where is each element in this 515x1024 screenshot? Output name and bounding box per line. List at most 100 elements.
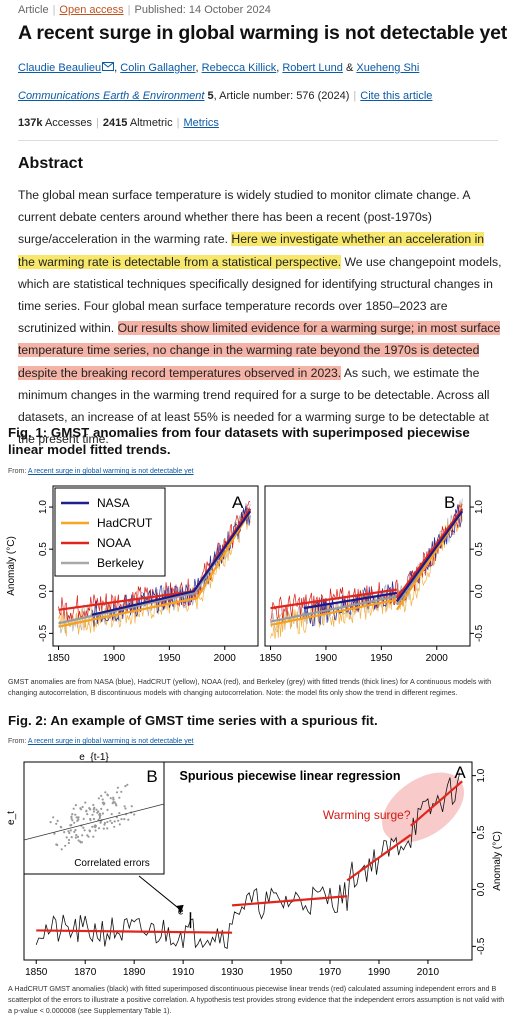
fig2-inset-point (70, 823, 73, 827)
fig2-inset-point (133, 813, 136, 816)
fig2-inset-point (81, 834, 84, 837)
fig2-inset-point (74, 828, 77, 832)
fig2-inset-point (123, 805, 126, 808)
fig2-inset-point (99, 821, 102, 824)
fig2-inset-ylabel: e_t (6, 811, 17, 825)
fig2-inset-point (74, 804, 77, 807)
fig2-inset-point (102, 827, 105, 830)
fig1-y-tick-label: 0.0 (474, 584, 485, 598)
fig2-inset-point (70, 836, 73, 839)
fig2-inset-point (97, 797, 100, 800)
fig1-x-tick-label: 1900 (315, 653, 338, 664)
fig1-legend-label: HadCRUT (97, 516, 153, 530)
article-number: , Article number: 576 (2024) (213, 90, 350, 102)
fig2-inset-point (94, 829, 97, 832)
fig2-inset-point (49, 821, 52, 824)
fig2-x-tick-label: 1950 (270, 967, 293, 978)
fig2-inset-point (109, 797, 112, 800)
fig2-inset-point (77, 839, 80, 842)
fig2-inset-point (74, 813, 77, 816)
fig2-inset-point (115, 791, 119, 794)
fig1-y-tick-label: 1.0 (38, 500, 49, 514)
fig2-trend-line (410, 780, 463, 827)
fig2-inset-point (79, 841, 82, 844)
fig1-y-tick-label: 1.0 (474, 500, 485, 514)
fig2-inset-point (118, 796, 121, 799)
fig2-inset-point (82, 817, 85, 820)
fig2-inset-point (85, 809, 88, 812)
fig2-inset-point (68, 831, 71, 835)
abstract-heading: Abstract (18, 155, 83, 172)
fig2-inset-point (77, 816, 80, 819)
fig1-y-tick-label: 0.0 (38, 584, 49, 598)
accesses-label: Accesses (44, 117, 93, 129)
fig1-x-tick-label: 1900 (103, 653, 126, 664)
fig2-inset-point (77, 818, 80, 821)
fig2-inset-point (92, 835, 95, 838)
fig2-x-tick-label: 1970 (319, 967, 342, 978)
abstract-text: The global mean surface temperature is w… (18, 184, 503, 450)
fig2-x-tick-label: 1930 (221, 967, 244, 978)
email-icon[interactable] (102, 62, 115, 71)
fig2-x-tick-label: 2010 (417, 967, 440, 978)
fig1-panel-label: B (444, 493, 455, 512)
fig2-trend-line (232, 895, 348, 907)
fig2-inset-caption: Correlated errors (74, 858, 150, 869)
fig2-inset-point (88, 807, 91, 810)
fig2-inset-point (112, 801, 115, 804)
fig2-inset-point (104, 791, 107, 794)
author-link[interactable]: Claudie Beaulieu (18, 62, 102, 74)
abstract-part: As such, we estimate the minimum changes… (18, 365, 490, 447)
fig1-x-tick-label: 2000 (426, 653, 449, 664)
fig2-inset-point (110, 813, 113, 816)
cite-link[interactable]: Cite this article (360, 90, 433, 102)
fig2-heading: Fig. 2: An example of GMST time series w… (8, 713, 378, 728)
fig1-y-tick-label: 0.5 (38, 542, 49, 556)
metrics-bar: 137k Accesses | 2415 Altmetric | Metrics (18, 117, 219, 129)
fig1-x-tick-label: 1950 (370, 653, 393, 664)
fig2-inset-point (60, 848, 63, 851)
fig2-inset-point (98, 812, 101, 815)
fig2-inset-point (126, 783, 129, 786)
fig2-inset-point (83, 829, 86, 832)
fig1-trend-line (270, 588, 398, 610)
fig2-inset-point (103, 823, 106, 826)
fig1-x-tick-label: 1850 (47, 653, 70, 664)
author-link[interactable]: Rebecca Killick (201, 62, 277, 74)
fig2-inset-point (55, 822, 58, 825)
fig2-inset-point (113, 825, 116, 828)
fig1-y-tick-label: 0.5 (474, 542, 485, 556)
author-link[interactable]: Colin Gallagher (120, 62, 196, 74)
fig2-inset-point (101, 812, 104, 815)
journal-link[interactable]: Communications Earth & Environment (18, 90, 205, 102)
fig1-panel-frame (264, 485, 471, 647)
fig1-trend-line (303, 591, 398, 610)
author-link[interactable]: Xueheng Shi (356, 62, 420, 74)
journal-volume: 5 (207, 90, 214, 102)
fig2-y-tick-label: 0.5 (476, 825, 487, 839)
fig2-inset-point (92, 803, 95, 807)
fig2-y-tick-label: 0.0 (476, 882, 487, 896)
fig2-inset-point (130, 805, 133, 808)
fig2-inset-point (96, 811, 99, 814)
fig2-inset-point (75, 834, 78, 837)
fig2-inset-point (91, 813, 94, 816)
fig2-inset-point (73, 821, 76, 824)
fig1-legend-label: Berkeley (97, 556, 144, 570)
fig2-inset-point (81, 805, 84, 809)
fig1-trend-line (270, 595, 398, 623)
journal-line: Communications Earth & Environment 5, Ar… (18, 90, 433, 102)
fig2-inset-point (123, 818, 126, 821)
open-access-link[interactable]: Open access (59, 4, 124, 16)
fig1-source-link[interactable]: A recent surge in global warming is not … (27, 468, 194, 475)
fig1-trend-line (395, 508, 464, 599)
fig2-caption: A HadCRUT GMST anomalies (black) with fi… (8, 984, 505, 1015)
fig2-inset-point (106, 820, 109, 824)
fig2-inset-point (64, 844, 67, 847)
fig2-inset-point (116, 786, 119, 789)
fig2-arrow-head (176, 904, 184, 914)
metrics-link[interactable]: Metrics (183, 117, 219, 129)
fig2-source-link[interactable]: A recent surge in global warming is not … (27, 738, 194, 745)
author-link[interactable]: Robert Lund (282, 62, 343, 74)
fig1-trend-line (270, 598, 398, 627)
